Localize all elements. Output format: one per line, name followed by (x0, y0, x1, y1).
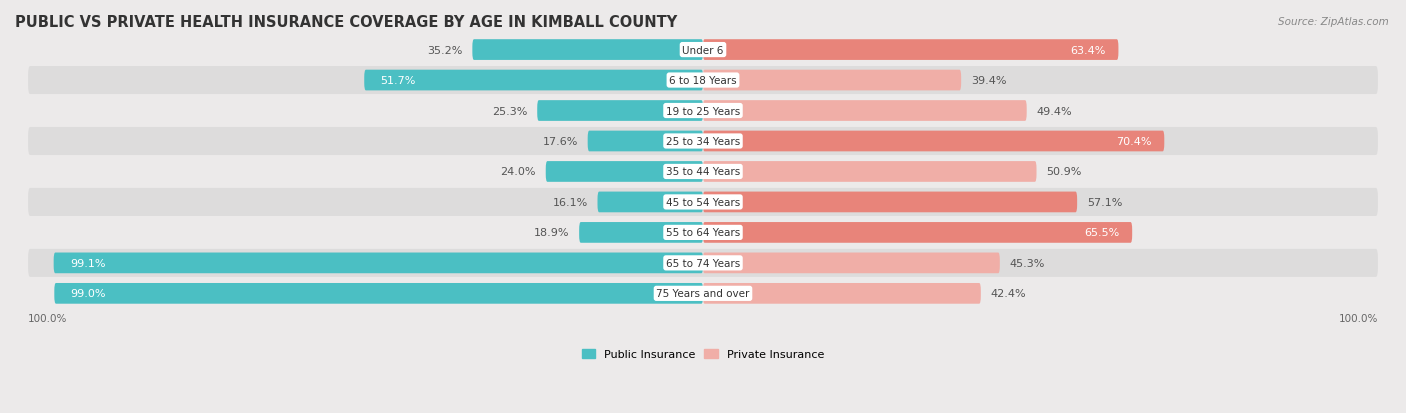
FancyBboxPatch shape (703, 40, 1118, 61)
FancyBboxPatch shape (537, 101, 703, 121)
FancyBboxPatch shape (598, 192, 703, 213)
Text: Source: ZipAtlas.com: Source: ZipAtlas.com (1278, 17, 1389, 26)
FancyBboxPatch shape (28, 249, 1378, 277)
FancyBboxPatch shape (546, 162, 703, 183)
Text: 35 to 44 Years: 35 to 44 Years (666, 167, 740, 177)
Text: 55 to 64 Years: 55 to 64 Years (666, 228, 740, 238)
FancyBboxPatch shape (28, 128, 1378, 156)
Text: 70.4%: 70.4% (1116, 137, 1152, 147)
Text: 6 to 18 Years: 6 to 18 Years (669, 76, 737, 86)
Text: 50.9%: 50.9% (1046, 167, 1081, 177)
Text: 24.0%: 24.0% (501, 167, 536, 177)
Text: 63.4%: 63.4% (1070, 45, 1105, 55)
FancyBboxPatch shape (28, 97, 1378, 125)
FancyBboxPatch shape (53, 253, 703, 273)
FancyBboxPatch shape (703, 71, 962, 91)
FancyBboxPatch shape (703, 131, 1164, 152)
FancyBboxPatch shape (28, 280, 1378, 308)
FancyBboxPatch shape (28, 219, 1378, 247)
FancyBboxPatch shape (703, 253, 1000, 273)
Text: 18.9%: 18.9% (534, 228, 569, 238)
Text: 39.4%: 39.4% (972, 76, 1007, 86)
Text: 49.4%: 49.4% (1036, 106, 1073, 116)
FancyBboxPatch shape (703, 223, 1132, 243)
FancyBboxPatch shape (472, 40, 703, 61)
Text: 16.1%: 16.1% (553, 197, 588, 207)
Text: 99.0%: 99.0% (70, 289, 107, 299)
FancyBboxPatch shape (28, 158, 1378, 186)
Text: 25.3%: 25.3% (492, 106, 527, 116)
FancyBboxPatch shape (28, 36, 1378, 64)
Text: 65.5%: 65.5% (1084, 228, 1119, 238)
Text: 57.1%: 57.1% (1087, 197, 1122, 207)
Text: 65 to 74 Years: 65 to 74 Years (666, 258, 740, 268)
Text: Under 6: Under 6 (682, 45, 724, 55)
FancyBboxPatch shape (55, 283, 703, 304)
Text: 17.6%: 17.6% (543, 137, 578, 147)
Text: 45 to 54 Years: 45 to 54 Years (666, 197, 740, 207)
Text: 19 to 25 Years: 19 to 25 Years (666, 106, 740, 116)
FancyBboxPatch shape (364, 71, 703, 91)
Text: 75 Years and over: 75 Years and over (657, 289, 749, 299)
Text: 25 to 34 Years: 25 to 34 Years (666, 137, 740, 147)
FancyBboxPatch shape (28, 67, 1378, 95)
Text: 42.4%: 42.4% (991, 289, 1026, 299)
Legend: Public Insurance, Private Insurance: Public Insurance, Private Insurance (578, 344, 828, 363)
FancyBboxPatch shape (28, 188, 1378, 216)
FancyBboxPatch shape (703, 162, 1036, 183)
FancyBboxPatch shape (703, 283, 981, 304)
FancyBboxPatch shape (588, 131, 703, 152)
Text: 99.1%: 99.1% (70, 258, 105, 268)
Text: 45.3%: 45.3% (1010, 258, 1045, 268)
FancyBboxPatch shape (703, 101, 1026, 121)
Text: PUBLIC VS PRIVATE HEALTH INSURANCE COVERAGE BY AGE IN KIMBALL COUNTY: PUBLIC VS PRIVATE HEALTH INSURANCE COVER… (15, 15, 678, 30)
Text: 51.7%: 51.7% (381, 76, 416, 86)
FancyBboxPatch shape (703, 192, 1077, 213)
FancyBboxPatch shape (579, 223, 703, 243)
Text: 35.2%: 35.2% (427, 45, 463, 55)
